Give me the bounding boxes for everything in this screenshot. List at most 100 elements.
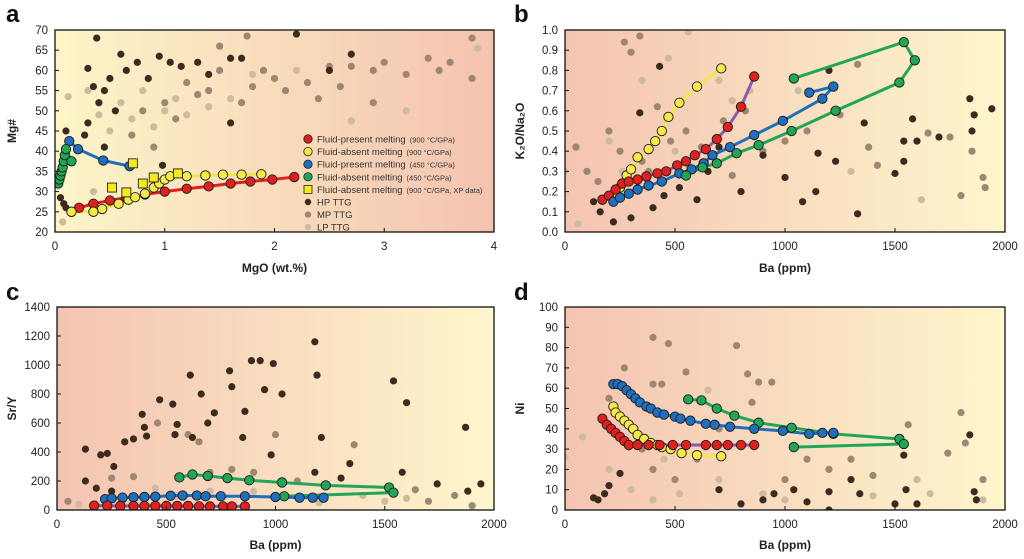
series-1-marker [215, 491, 227, 502]
hp-ttg-point [117, 50, 125, 58]
series-3-marker [909, 55, 920, 66]
mp-ttg-point [314, 95, 322, 103]
x-tick-label: 1500 [882, 241, 908, 253]
x-tick-label: 3 [381, 241, 387, 253]
series-0-marker [289, 171, 300, 183]
legend-label-main: HP TTG [317, 198, 352, 209]
legend-label: Fluid-present melting (450 °C/GPa) [317, 160, 455, 171]
legend-label: Fluid-absent melting (900 °C/GPa) [317, 147, 452, 158]
series-1-marker [828, 427, 839, 439]
series-1-marker [256, 169, 267, 180]
mp-ttg-point [64, 497, 72, 505]
mp-ttg-point [658, 380, 666, 388]
mp-ttg-point [216, 42, 224, 50]
legend-dot-marker [304, 224, 312, 231]
mp-ttg-point [682, 127, 690, 135]
y-tick-label: 20 [545, 464, 558, 476]
lp-ttg-point [638, 76, 646, 85]
data-layer [55, 30, 482, 226]
lp-ttg-point [381, 497, 389, 505]
hp-ttg-point [169, 400, 177, 408]
y-tick-label: 0.9 [542, 45, 558, 57]
mp-ttg-point [424, 497, 433, 505]
panel-b: 0 500 1000 1500 2000 0.0 0.1 0.2 0.3 0.4 0.5 0.6 0.7… [513, 1, 1018, 275]
hp-ttg-point [247, 357, 256, 365]
hp-ttg-point [311, 468, 319, 476]
mp-ttg-point [347, 62, 355, 70]
y-tick-label: 25 [35, 207, 48, 219]
hp-ttg-point [188, 433, 197, 442]
series-2-marker [115, 500, 126, 510]
mp-ttg-point [250, 468, 258, 476]
hp-ttg-point [97, 451, 105, 459]
x-tick-label: 0 [54, 519, 60, 531]
series-1-marker [724, 421, 736, 432]
mp-ttg-point [411, 486, 419, 494]
mp-ttg-point [594, 177, 602, 186]
panel-label: b [514, 1, 529, 28]
hp-ttg-point [337, 474, 345, 482]
series-1-marker [66, 206, 77, 217]
mp-ttg-point [869, 471, 877, 480]
x-tick-label: 2 [271, 241, 277, 253]
legend-entry: Fluid-present melting (450 °C/GPa) [303, 159, 455, 171]
mp-ttg-point [981, 183, 989, 192]
legend-label-main: Fluid-present melting [317, 160, 406, 171]
y-tick-label: 35 [35, 166, 48, 178]
series-2-marker [161, 500, 172, 510]
series-1-marker [675, 413, 686, 424]
series-0-marker [279, 491, 290, 502]
series-3-marker [700, 439, 711, 451]
series-2-marker [656, 176, 667, 187]
legend-circle-marker [303, 172, 313, 182]
legend-label-main: MP TTG [317, 210, 353, 221]
hp-ttg-point [715, 486, 723, 494]
series-1-marker [139, 491, 150, 503]
series-2-marker [724, 142, 736, 153]
lp-ttg-point [139, 87, 147, 95]
series-3-marker [788, 73, 799, 84]
series-2-marker [193, 501, 205, 510]
hp-ttg-point [241, 407, 249, 415]
y-tick-label: 0.8 [542, 65, 558, 77]
hp-ttg-point [693, 196, 701, 204]
x-tick-label: 1 [162, 241, 168, 253]
mp-ttg-point [957, 192, 965, 200]
series-0-marker [159, 186, 170, 197]
y-tick-label: 30 [545, 444, 558, 456]
lp-ttg-point [117, 99, 125, 107]
hp-ttg-point [210, 409, 218, 417]
hp-ttg-point [100, 87, 108, 95]
mp-ttg-point [129, 473, 138, 481]
hp-ttg-point [913, 137, 921, 145]
hp-ttg-point [171, 431, 179, 439]
y-tick-label: 0.3 [542, 166, 558, 178]
lp-ttg-point [75, 500, 83, 508]
hp-ttg-point [856, 490, 864, 498]
hp-ttg-point [260, 386, 269, 394]
y-tick-label: 0.2 [542, 187, 558, 199]
legend-circle-marker [303, 147, 313, 157]
y-tick-label: 0.1 [542, 207, 558, 219]
hp-ttg-point [205, 70, 213, 79]
x-tick-label: 2000 [992, 519, 1018, 531]
mp-ttg-point [946, 133, 954, 141]
x-tick-label: 2000 [481, 519, 507, 531]
hp-ttg-point [860, 119, 868, 127]
y-tick-label: 0.4 [542, 146, 559, 158]
mp-ttg-point [755, 378, 763, 386]
hp-ttg-point [737, 188, 745, 196]
mp-ttg-point [183, 78, 191, 87]
hp-ttg-point [605, 482, 613, 490]
y-tick-label: 70 [545, 363, 558, 375]
lp-ttg-point [347, 117, 355, 125]
hp-ttg-point [237, 54, 246, 62]
mp-ttg-point [153, 419, 162, 427]
series-3-marker [654, 439, 665, 451]
hp-ttg-point [194, 58, 202, 66]
y-tick-label: 0.5 [542, 126, 558, 138]
hp-ttg-point [108, 487, 116, 495]
series-0-marker [181, 183, 192, 194]
plot-area [565, 30, 1005, 232]
legend-label: HP TTG [317, 198, 352, 209]
